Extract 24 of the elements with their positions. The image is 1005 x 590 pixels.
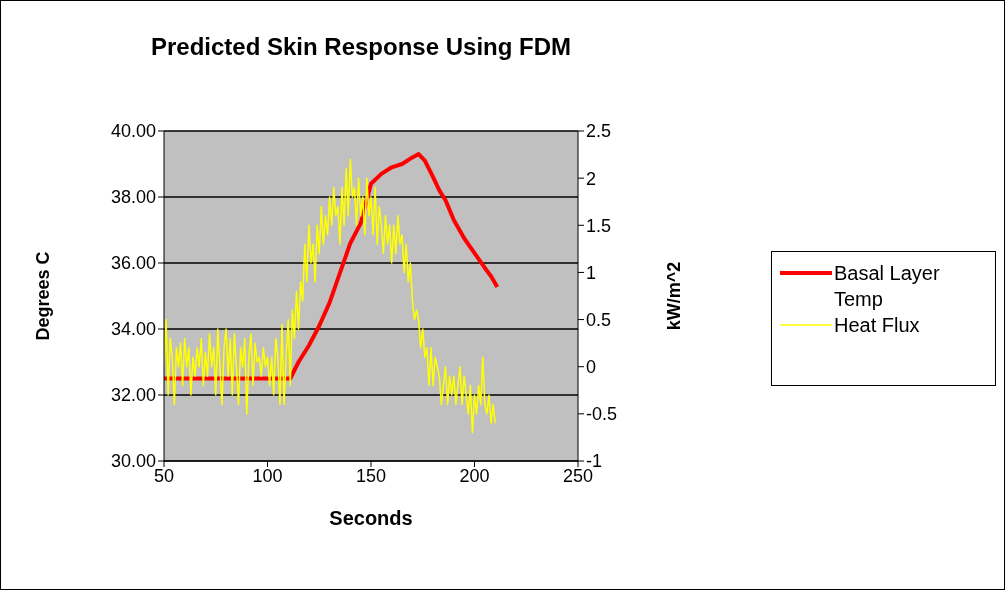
y-tick-label: 40.00: [110, 121, 156, 142]
chart-title: Predicted Skin Response Using FDM: [149, 33, 573, 61]
x-tick-label: 50: [153, 465, 175, 486]
legend-label: Basal Layer Temp: [834, 261, 941, 312]
line-series: [164, 158, 496, 434]
y-axis-title: Degrees C: [33, 251, 54, 341]
y2-tick-label: 2.5: [586, 121, 612, 142]
y-tick-label: 34.00: [110, 319, 156, 340]
x-tick-label: 200: [459, 465, 490, 486]
y2-tick-label: -0.5: [586, 404, 618, 425]
y2-tick-label: 1: [586, 262, 597, 283]
y2-axis-title: kW/m^2: [664, 261, 685, 331]
y2-tick-label: 0: [586, 357, 597, 378]
y-tick-label: 38.00: [110, 187, 156, 208]
y-tick-label: 36.00: [110, 253, 156, 274]
x-tick-label: 100: [252, 465, 283, 486]
y2-tick-label: 2: [586, 168, 597, 189]
legend-label: Heat Flux: [834, 313, 921, 338]
y-tick-label: 30.00: [110, 451, 156, 472]
y2-tick-label: 0.5: [586, 309, 612, 330]
x-axis-title: Seconds: [329, 507, 413, 529]
y-tick-label: 32.00: [110, 385, 156, 406]
x-tick-label: 150: [355, 465, 387, 486]
y2-tick-label: 1.5: [586, 215, 612, 236]
